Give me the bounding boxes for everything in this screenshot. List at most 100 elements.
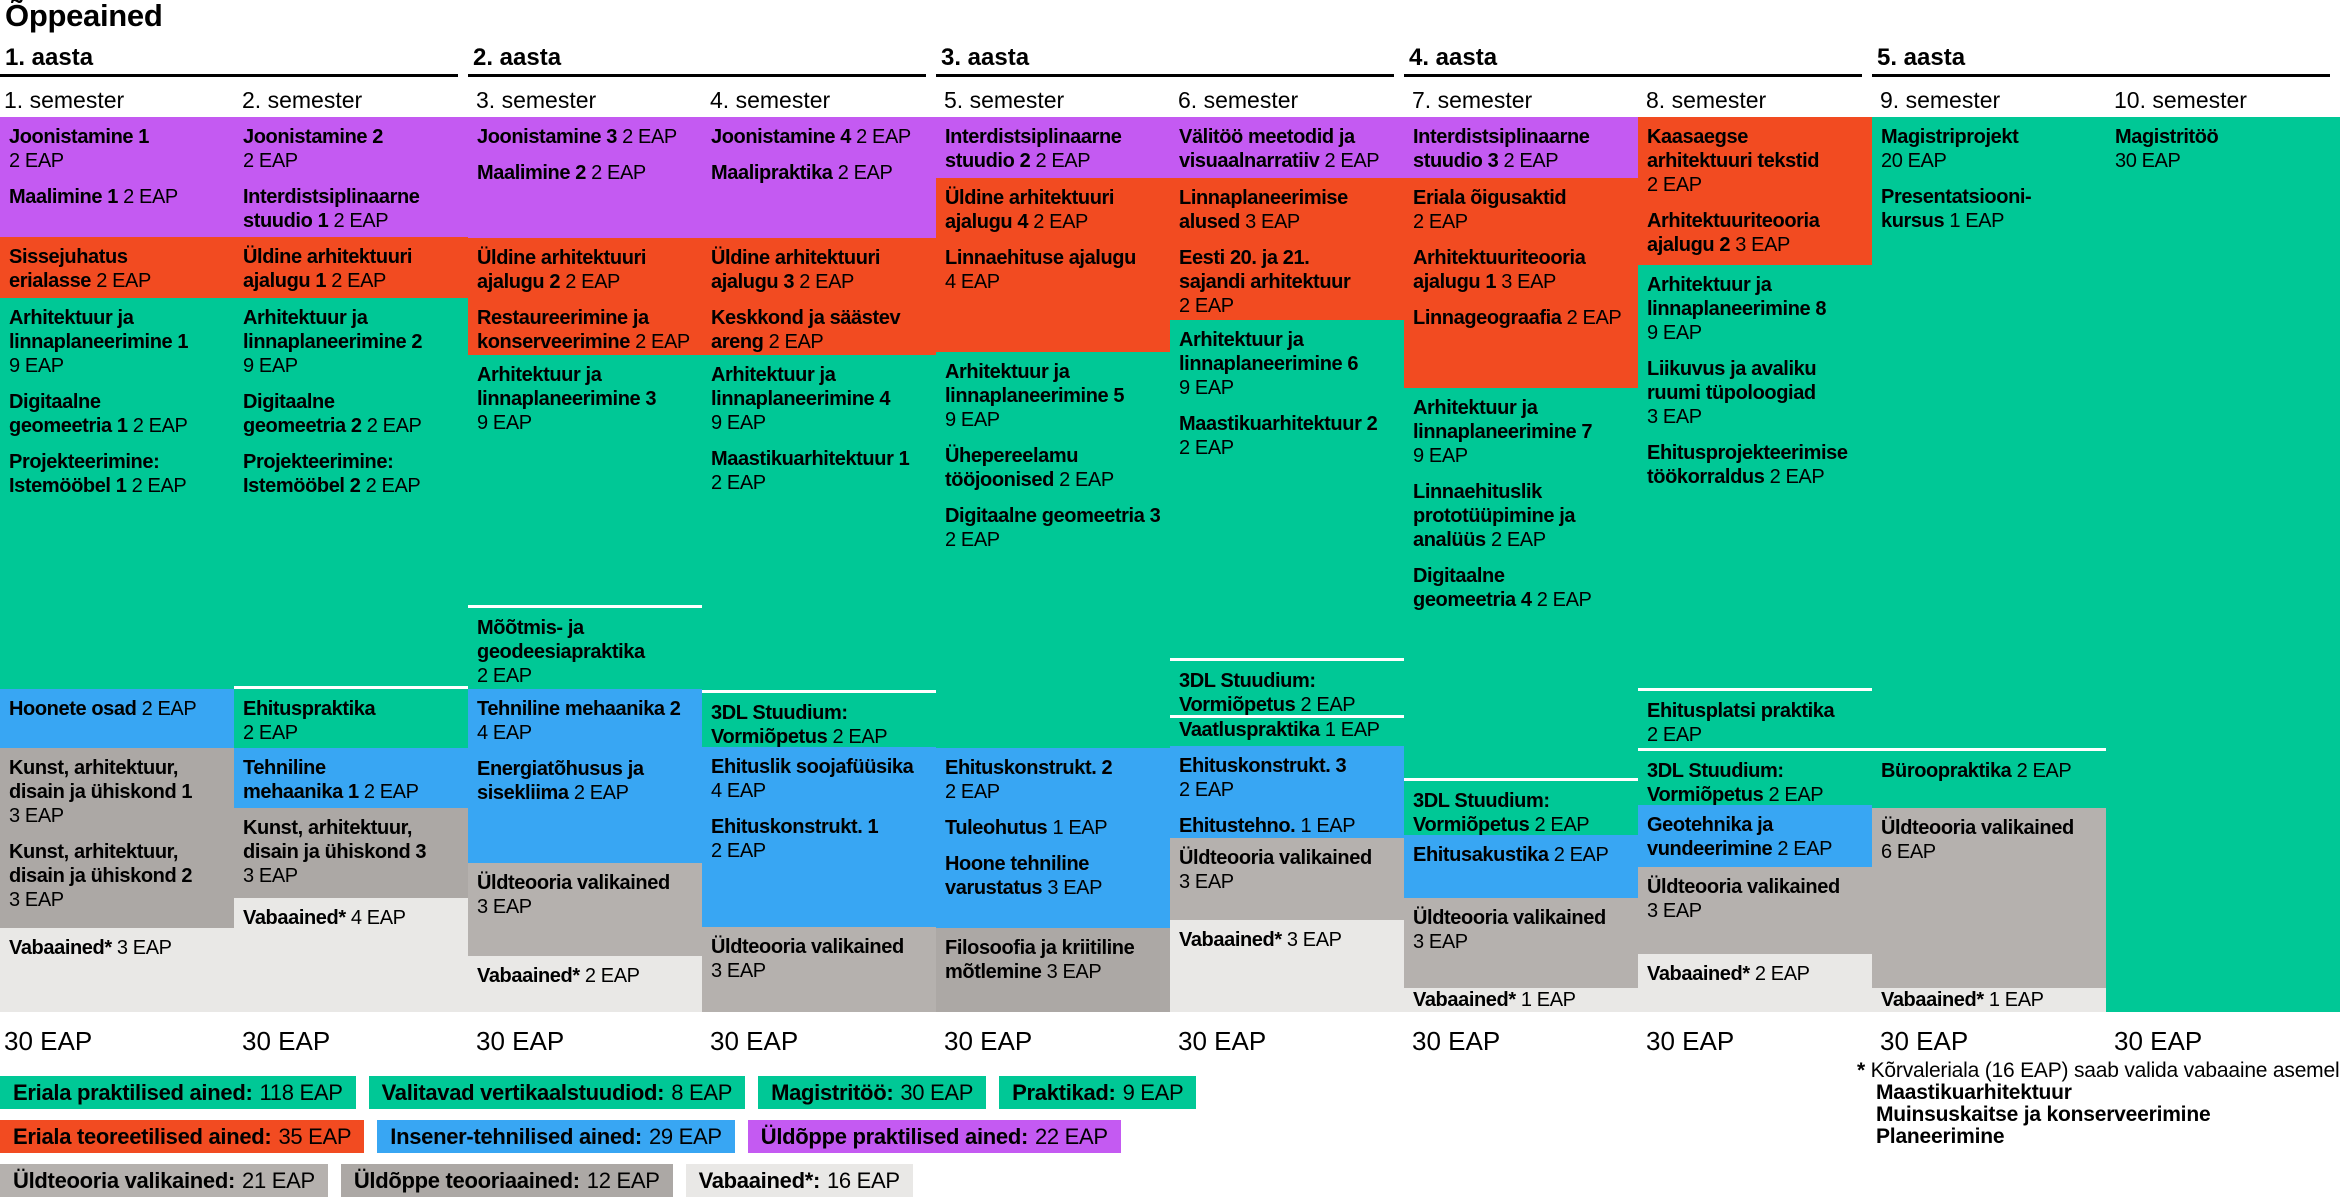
course-name: Vabaained* [243,907,346,929]
footnote-option: Planeerimine [1876,1125,2005,1148]
course-item: Magistriprojekt 20 EAP [1881,125,2102,173]
course-credits: 3 EAP [477,896,532,918]
course-credits: 3 EAP [116,937,172,959]
course-name: Energiatõhusus ja [477,758,644,780]
course-block: Üldteooria valikained 3 EAP [702,927,936,1012]
course-credits: 9 EAP [1179,377,1234,399]
course-item: Presentatsiooni-kursus 1 EAP [1881,185,2102,233]
semester-column: Välitöö meetodid ja visuaalnarratiiv 2 EA… [1170,117,1404,1012]
legend-chip: Vabaained*: 16 EAP [685,1164,913,1197]
legend-chip-value: 29 EAP [648,1123,722,1149]
course-name: alused [1179,211,1240,233]
course-name: ajalugu 2 [1647,234,1731,256]
course-name: Eesti 20. ja 21. [1179,247,1310,269]
course-item: Joonistamine 4 2 EAP [711,125,932,149]
course-name: Hoone tehniline [945,853,1090,875]
legend-chip-label: Eriala praktilised ained: [13,1079,253,1105]
course-name: stuudio 1 [243,210,329,232]
course-name: Vabaained* [1179,929,1282,951]
course-name: Arhitektuur ja [1179,329,1304,351]
course-credits: 2 EAP [591,162,646,184]
course-block: Joonistamine 3 2 EAP Maalimine 2 2 EAP [468,117,702,238]
course-block: Vabaained* 2 EAP [1638,954,1872,1012]
semester-total: 30 EAP [242,1026,331,1056]
course-block: Üldine arhitektuuri ajalugu 2 2 EAP Restau… [468,238,702,355]
course-name: Vabaained* [1881,989,1984,1011]
course-credits: 2 EAP [1503,150,1559,172]
course-name: Ehituslik soojafüüsika [711,756,914,778]
course-credits: 3 EAP [1245,211,1300,233]
course-item: Ehitusprojekteerimise töökorraldus 2 EAP [1647,441,1868,489]
course-item: Filosoofia ja kriitiline mõtlemine 3 EAP [945,936,1166,984]
legend-chip-label: Praktikad: [1012,1079,1116,1105]
course-item: Üldine arhitektuuri ajalugu 3 2 EAP [711,246,932,294]
course-name: Arhitektuur ja [243,307,368,329]
semester-column: Kaasaegse arhitektuuri tekstid 2 EAP Arhite… [1638,117,1872,1012]
semester-label: 4. semester [710,87,831,113]
course-credits: 3 EAP [243,865,298,887]
legend-chip-value: 22 EAP [1035,1123,1108,1149]
legend-row: Üldteooria valikained: 21 EAP Üldõppe teoo… [0,1164,1196,1197]
course-block: Büroopraktika 2 EAP [1872,748,2106,808]
course-block: Linnaplaneerimise alused 3 EAP Eesti 20. j… [1170,178,1404,320]
course-item: Tuleohutus 1 EAP [945,816,1166,840]
legend-chip-value: 9 EAP [1122,1079,1184,1105]
course-name: stuudio 2 [945,150,1031,172]
course-credits: 2 EAP [1534,814,1590,835]
course-name: Ehituspraktika [243,698,376,720]
course-item: Ehitustehno. 1 EAP [1179,814,1400,838]
course-credits: 30 EAP [2115,150,2181,172]
course-credits: 2 EAP [333,210,389,232]
semester-total: 30 EAP [944,1026,1033,1056]
course-name: Kunst, arhitektuur, [9,841,179,863]
course-name: Üldteooria valikained [1413,907,1606,929]
course-name: Interdistsiplinaarne [945,126,1122,148]
course-name: Üldteooria valikained [477,872,670,894]
course-credits: 3 EAP [1046,961,1102,983]
course-name: Ehitusprojekteerimise [1647,442,1848,464]
course-item: Interdistsiplinaarne stuudio 2 2 EAP [945,125,1166,173]
semester-total: 30 EAP [476,1026,565,1056]
course-block: Üldine arhitektuuri ajalugu 4 2 EAP Linnae… [936,178,1170,352]
course-name: Maalimine 2 [477,162,586,184]
course-name: Üldine arhitektuuri [945,187,1115,209]
course-item: Liikuvus ja avaliku ruumi tüpoloogiad 3 EA… [1647,357,1868,429]
course-credits: 4 EAP [477,722,532,744]
course-credits: 2 EAP [711,472,766,494]
legend-chip-label: Üldteooria valikained: [13,1167,236,1193]
course-item: Üldteooria valikained 3 EAP [477,871,698,919]
course-item: Eesti 20. ja 21. sajandi arhitektuur 2 EAP [1179,246,1400,318]
footnote-option: Maastikuarhitektuur [1876,1081,2072,1104]
course-credits: 2 EAP [2016,760,2072,782]
course-item: Üldteooria valikained 3 EAP [711,935,932,983]
semester-total: 30 EAP [1880,1026,1969,1056]
course-credits: 1 EAP [1949,210,2005,232]
course-name: erialasse [9,270,92,292]
course-item: 3DL Stuudium: Vormiõpetus 2 EAP [1647,759,1868,805]
semester-label: 1. semester [4,87,125,113]
course-credits: 4 EAP [711,780,766,802]
semester-label: 2. semester [242,87,363,113]
course-block: Üldteooria valikained 3 EAP [468,863,702,956]
course-name: Arhitektuuriteooria [1647,210,1820,232]
course-credits: 9 EAP [1647,322,1702,344]
course-credits: 2 EAP [477,665,532,687]
course-name: Keskkond ja säästev [711,307,901,329]
course-block: Ehitusplatsi praktika 2 EAP [1638,688,1872,748]
course-name: ruumi tüpoloogiad [1647,382,1816,404]
course-item: Hoone tehniline varustatus 3 EAP [945,852,1166,900]
course-block: Ehituslik soojafüüsika 4 EAP Ehituskonstru… [702,747,936,927]
